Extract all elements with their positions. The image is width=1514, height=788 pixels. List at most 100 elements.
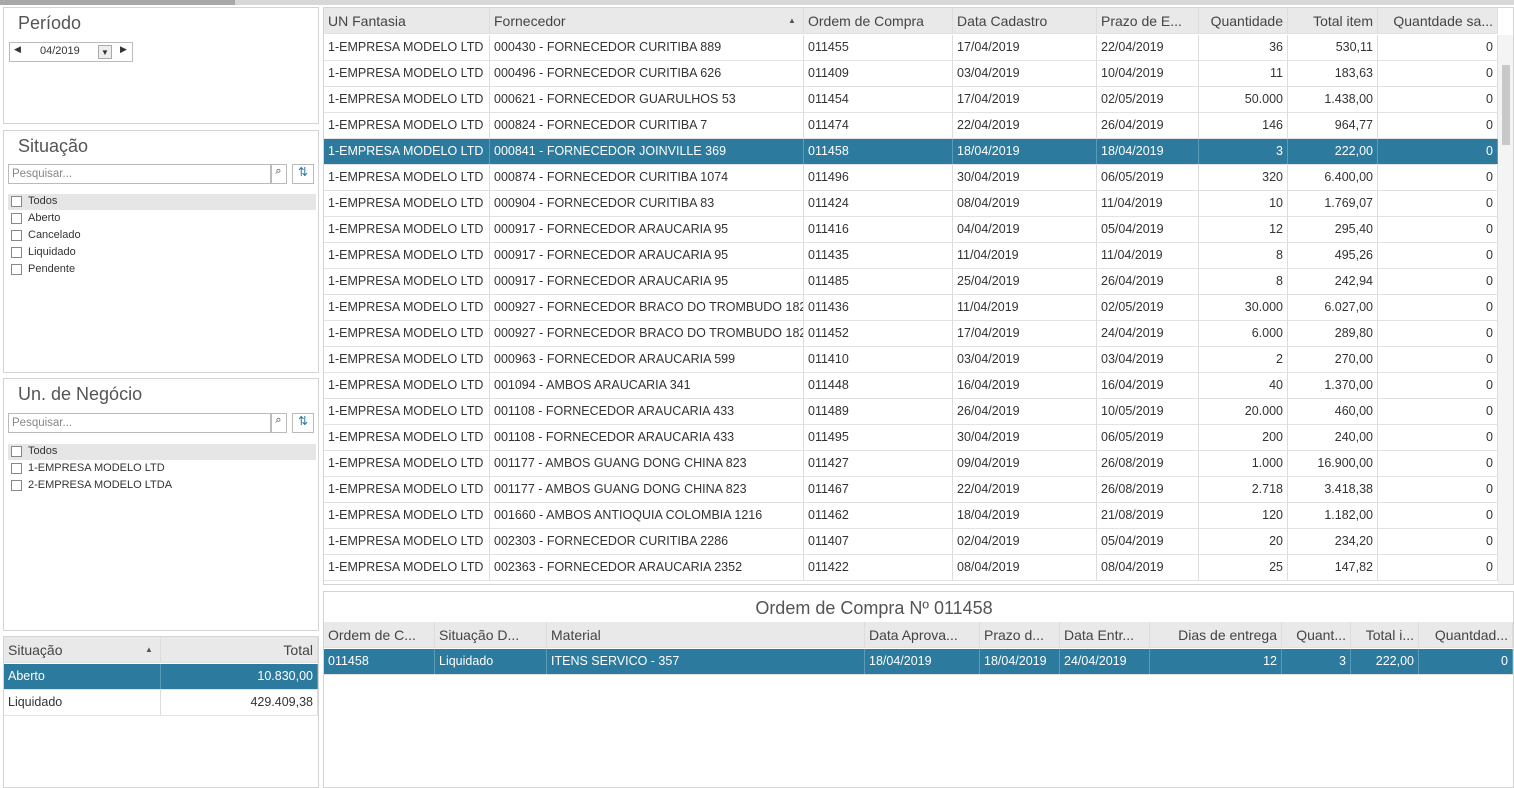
column-header[interactable]: Quantdade sa... bbox=[1378, 8, 1498, 33]
column-header[interactable]: Quant... bbox=[1282, 622, 1351, 647]
option-label[interactable]: 2-EMPRESA MODELO LTDA bbox=[28, 479, 173, 491]
column-header[interactable]: Ordem de Compra bbox=[804, 8, 953, 33]
table-row[interactable]: 1-EMPRESA MODELO LTD 001660 - AMBOS ANTIO… bbox=[324, 503, 1498, 529]
column-header[interactable]: Quantidade bbox=[1199, 8, 1288, 33]
table-cell: 10.830,00 bbox=[161, 664, 318, 689]
search-box[interactable]: Pesquisar... bbox=[8, 164, 272, 184]
table-cell: 000927 - FORNECEDOR BRACO DO TROMBUDO 18… bbox=[490, 321, 804, 346]
column-header[interactable]: Fornecedor bbox=[490, 8, 804, 33]
table-row[interactable]: 1-EMPRESA MODELO LTD 001177 - AMBOS GUANG… bbox=[324, 451, 1498, 477]
scroll-thumb[interactable] bbox=[1502, 65, 1510, 145]
tab-strip bbox=[0, 0, 1514, 5]
table-row[interactable]: 1-EMPRESA MODELO LTD 000824 - FORNECEDOR … bbox=[324, 113, 1498, 139]
option-label[interactable]: Pendente bbox=[28, 263, 76, 275]
dropdown[interactable]: ▼ bbox=[98, 45, 112, 59]
table-row[interactable]: 1-EMPRESA MODELO LTD 000917 - FORNECEDOR … bbox=[324, 269, 1498, 295]
table-cell: Aberto bbox=[4, 664, 161, 689]
table-row[interactable]: 1-EMPRESA MODELO LTD 000621 - FORNECEDOR … bbox=[324, 87, 1498, 113]
column-header[interactable]: Total item bbox=[1288, 8, 1378, 33]
table-row[interactable]: 1-EMPRESA MODELO LTD 000927 - FORNECEDOR … bbox=[324, 321, 1498, 347]
table-cell: 460,00 bbox=[1288, 399, 1378, 424]
column-header[interactable]: Data Entr... bbox=[1060, 622, 1150, 647]
table-cell: 0 bbox=[1419, 649, 1513, 674]
option-label[interactable]: Liquidado bbox=[28, 246, 76, 258]
table-cell: 011489 bbox=[804, 399, 953, 424]
option-highlight bbox=[8, 194, 316, 210]
column-header[interactable]: Total i... bbox=[1351, 622, 1419, 647]
table-row[interactable]: 1-EMPRESA MODELO LTD 002363 - FORNECEDOR … bbox=[324, 555, 1498, 581]
column-header[interactable]: Quantdad... bbox=[1419, 622, 1513, 647]
column-header[interactable]: Prazo d... bbox=[980, 622, 1060, 647]
column-header[interactable]: Material bbox=[547, 622, 865, 647]
table-cell: 011427 bbox=[804, 451, 953, 476]
table-row[interactable]: 1-EMPRESA MODELO LTD 000963 - FORNECEDOR … bbox=[324, 347, 1498, 373]
option-label[interactable]: Cancelado bbox=[28, 229, 81, 241]
checkbox[interactable] bbox=[11, 230, 22, 241]
option-label[interactable]: 1-EMPRESA MODELO LTD bbox=[28, 462, 165, 474]
option-label[interactable]: Todos bbox=[28, 195, 58, 207]
table-row[interactable]: 1-EMPRESA MODELO LTD 000841 - FORNECEDOR … bbox=[324, 139, 1498, 165]
checkbox[interactable] bbox=[11, 480, 22, 491]
table-cell: 03/04/2019 bbox=[1097, 347, 1199, 372]
table-row[interactable]: 1-EMPRESA MODELO LTD 000927 - FORNECEDOR … bbox=[324, 295, 1498, 321]
search-box[interactable]: Pesquisar... bbox=[8, 413, 272, 433]
table-cell: 8 bbox=[1199, 269, 1288, 294]
column-header[interactable]: UN Fantasia bbox=[324, 8, 490, 33]
table-row[interactable]: Liquidado 429.409,38 bbox=[4, 690, 318, 716]
column-header[interactable]: Data Aprova... bbox=[865, 622, 980, 647]
column-header[interactable]: Situação D... bbox=[435, 622, 547, 647]
option-label[interactable]: Aberto bbox=[28, 212, 61, 224]
table-cell: 02/04/2019 bbox=[953, 529, 1097, 554]
checkbox[interactable] bbox=[11, 247, 22, 258]
table-cell: 26/08/2019 bbox=[1097, 477, 1199, 502]
panel-title: Período bbox=[18, 13, 82, 33]
table-row[interactable]: 1-EMPRESA MODELO LTD 000904 - FORNECEDOR … bbox=[324, 191, 1498, 217]
column-header[interactable]: Total bbox=[161, 637, 318, 662]
checkbox[interactable] bbox=[11, 264, 22, 275]
checkbox[interactable] bbox=[11, 213, 22, 224]
table-row[interactable]: 011458 Liquidado ITENS SERVICO - 357 18/04/… bbox=[324, 649, 1513, 675]
table-row[interactable]: 1-EMPRESA MODELO LTD 000874 - FORNECEDOR … bbox=[324, 165, 1498, 191]
sort-button[interactable]: ⇅ bbox=[292, 164, 314, 184]
table-cell: 0 bbox=[1378, 555, 1498, 580]
column-header[interactable]: Situação bbox=[4, 637, 161, 662]
sort-button[interactable]: ⇅ bbox=[292, 413, 314, 433]
table-row[interactable]: 1-EMPRESA MODELO LTD 000430 - FORNECEDOR … bbox=[324, 35, 1498, 61]
table-row[interactable]: 1-EMPRESA MODELO LTD 001108 - FORNECEDOR … bbox=[324, 399, 1498, 425]
search-button[interactable]: ⌕ bbox=[270, 413, 287, 433]
table-row[interactable]: 1-EMPRESA MODELO LTD 001094 - AMBOS ARAUC… bbox=[324, 373, 1498, 399]
table-cell: 0 bbox=[1378, 139, 1498, 164]
table-row[interactable]: 1-EMPRESA MODELO LTD 000496 - FORNECEDOR … bbox=[324, 61, 1498, 87]
table-cell: 1.000 bbox=[1199, 451, 1288, 476]
table-cell: 1-EMPRESA MODELO LTD bbox=[324, 529, 490, 554]
table-cell: 320 bbox=[1199, 165, 1288, 190]
tab-active[interactable] bbox=[0, 0, 235, 5]
column-header[interactable]: Dias de entrega bbox=[1150, 622, 1282, 647]
table-row[interactable]: 1-EMPRESA MODELO LTD 000917 - FORNECEDOR … bbox=[324, 217, 1498, 243]
table-cell: 011485 bbox=[804, 269, 953, 294]
checkbox[interactable] bbox=[11, 446, 22, 457]
table-row[interactable]: Aberto 10.830,00 bbox=[4, 664, 318, 690]
option-label[interactable]: Todos bbox=[28, 445, 58, 457]
table-row[interactable]: 1-EMPRESA MODELO LTD 001108 - FORNECEDOR … bbox=[324, 425, 1498, 451]
table-cell: 011436 bbox=[804, 295, 953, 320]
table-row[interactable]: 1-EMPRESA MODELO LTD 002303 - FORNECEDOR … bbox=[324, 529, 1498, 555]
checkbox[interactable] bbox=[11, 196, 22, 207]
table-cell: 06/05/2019 bbox=[1097, 425, 1199, 450]
table-cell: 001177 - AMBOS GUANG DONG CHINA 823 bbox=[490, 477, 804, 502]
table-cell: 20.000 bbox=[1199, 399, 1288, 424]
table-row[interactable]: 1-EMPRESA MODELO LTD 001177 - AMBOS GUANG… bbox=[324, 477, 1498, 503]
column-header[interactable]: Ordem de C... bbox=[324, 622, 435, 647]
scrollbar[interactable] bbox=[1498, 35, 1513, 584]
checkbox[interactable] bbox=[11, 463, 22, 474]
periodo-panel: Período ◀ 04/2019 ▼ ▶ bbox=[3, 7, 319, 124]
next[interactable]: ▶ bbox=[120, 44, 127, 54]
table-cell: 36 bbox=[1199, 35, 1288, 60]
search-button[interactable]: ⌕ bbox=[270, 164, 287, 184]
period-picker[interactable]: ◀ 04/2019 ▼ ▶ bbox=[9, 42, 133, 62]
table-cell: 26/04/2019 bbox=[953, 399, 1097, 424]
column-header[interactable]: Prazo de E... bbox=[1097, 8, 1199, 33]
prev[interactable]: ◀ bbox=[14, 44, 21, 54]
column-header[interactable]: Data Cadastro bbox=[953, 8, 1097, 33]
table-row[interactable]: 1-EMPRESA MODELO LTD 000917 - FORNECEDOR … bbox=[324, 243, 1498, 269]
